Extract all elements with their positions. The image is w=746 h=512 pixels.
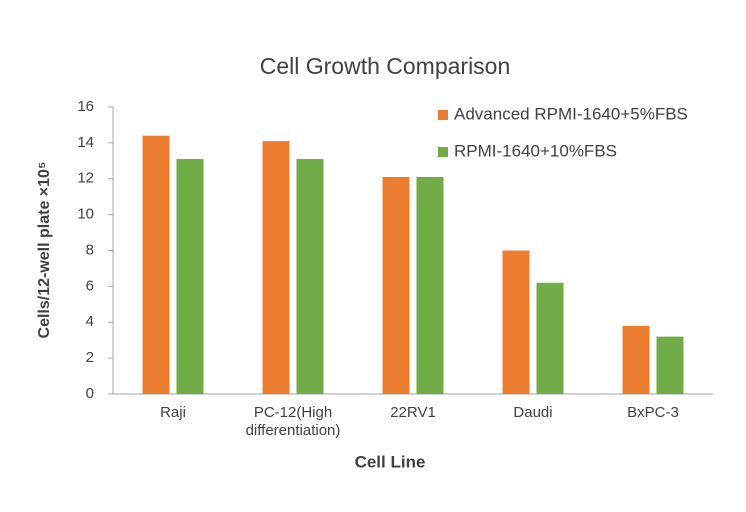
legend-swatch bbox=[438, 147, 448, 157]
x-tick-label: 22RV1 bbox=[390, 404, 436, 421]
bar bbox=[656, 336, 684, 394]
bar bbox=[176, 159, 204, 394]
bar bbox=[502, 250, 530, 394]
bar bbox=[382, 176, 410, 394]
y-tick-label: 10 bbox=[77, 206, 94, 223]
y-tick-label: 4 bbox=[86, 313, 94, 330]
y-tick-label: 0 bbox=[86, 385, 94, 402]
y-tick-label: 12 bbox=[77, 170, 94, 187]
legend-label: RPMI-1640+10%FBS bbox=[454, 141, 617, 160]
y-tick-label: 8 bbox=[86, 241, 94, 258]
y-tick-label: 14 bbox=[77, 134, 94, 151]
y-tick-label: 2 bbox=[86, 349, 94, 366]
x-tick-label: Raji bbox=[160, 404, 186, 421]
x-axis-label: Cell Line bbox=[355, 452, 426, 471]
y-tick-label: 6 bbox=[86, 277, 94, 294]
bar bbox=[296, 159, 324, 394]
y-axis-label: Cells/12-well plate ×10⁵ bbox=[36, 162, 53, 339]
chart-title: Cell Growth Comparison bbox=[260, 53, 511, 79]
x-tick-label: BxPC-3 bbox=[627, 404, 679, 421]
bar bbox=[622, 325, 650, 394]
x-tick-label: Daudi bbox=[513, 404, 553, 421]
legend-swatch bbox=[438, 110, 448, 120]
bar bbox=[262, 141, 290, 394]
bar bbox=[416, 176, 444, 394]
legend-label: Advanced RPMI-1640+5%FBS bbox=[454, 104, 688, 123]
bar bbox=[536, 282, 564, 394]
y-tick-label: 16 bbox=[77, 98, 94, 115]
x-tick-label: PC-12(High differentiation) bbox=[245, 404, 341, 439]
bar bbox=[142, 135, 170, 394]
